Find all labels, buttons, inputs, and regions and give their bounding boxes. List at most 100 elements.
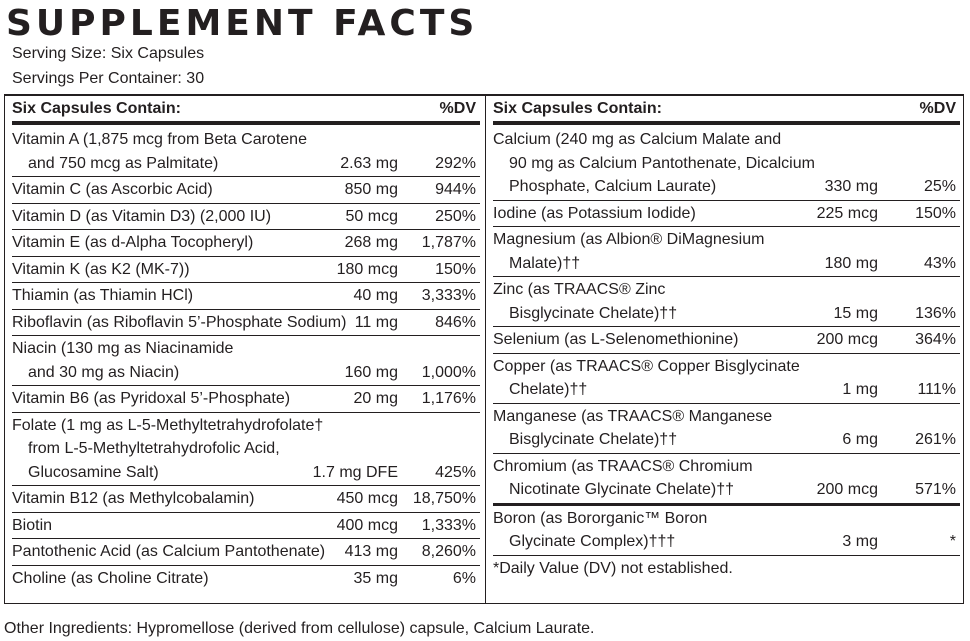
- nutrient-dv: 1,176%: [421, 390, 476, 407]
- nutrient-row: Iodine (as Potassium Iodide) 225 mcg 150%: [493, 201, 960, 227]
- nutrient-row: Thiamin (as Thiamin HCl) 40 mg 3,333%: [12, 283, 480, 310]
- left-header-label: Six Capsules Contain:: [12, 100, 181, 117]
- dv-footnote: *Daily Value (DV) not established.: [493, 559, 733, 577]
- nutrient-amount: 3 mg: [842, 533, 878, 550]
- nutrient-name-line: Glucosamine Salt): [28, 463, 159, 481]
- nutrient-dv: 8,260%: [421, 543, 476, 560]
- nutrient-dv: 3,333%: [421, 287, 476, 304]
- nutrient-amount: 1.7 mg DFE: [312, 463, 398, 481]
- nutrient-name-line: Magnesium (as Albion® DiMagnesium: [493, 231, 765, 248]
- nutrient-name-line: Calcium (240 mg as Calcium Malate and: [493, 131, 782, 148]
- nutrient-row: Magnesium (as Albion® DiMagnesium Malate)…: [493, 227, 960, 277]
- nutrient-amount: 15 mg: [833, 304, 878, 322]
- left-header-rule: [12, 121, 480, 125]
- nutrient-dv: 6%: [452, 569, 476, 587]
- nutrient-name-line: Chromium (as TRAACS® Chromium: [493, 457, 753, 475]
- nutrient-amount: 2.63 mg: [340, 154, 398, 172]
- left-rows: Vitamin A (1,875 mcg from Beta Carotene a…: [12, 127, 480, 591]
- nutrient-row: Boron (as Bororganic™ Boron Glycinate Com…: [493, 506, 960, 556]
- nutrient-row: Vitamin C (as Ascorbic Acid) 850 mg 944%: [12, 177, 480, 204]
- nutrient-name-line: and 30 mg as Niacin): [28, 363, 180, 381]
- nutrient-amount: 40 mg: [353, 287, 398, 304]
- nutrient-amount: 180 mcg: [336, 260, 398, 278]
- nutrient-amount: 200 mcg: [816, 331, 878, 348]
- nutrient-amount: 200 mcg: [816, 481, 878, 498]
- nutrient-name-line: 90 mg as Calcium Pantothenate, Dicalcium: [509, 154, 815, 172]
- nutrient-name-line: Vitamin B12 (as Methylcobalamin): [12, 490, 255, 507]
- nutrient-amount: 413 mg: [344, 543, 398, 560]
- nutrient-dv: 261%: [915, 431, 956, 448]
- nutrient-name-line: Niacin (130 mg as Niacinamide: [12, 340, 234, 357]
- nutrient-dv: 1,333%: [421, 516, 476, 534]
- nutrient-row: Vitamin E (as d-Alpha Tocopheryl) 268 mg 1…: [12, 230, 480, 257]
- nutrient-row: Vitamin K (as K2 (MK-7)) 180 mcg 150%: [12, 257, 480, 283]
- serving-size: Serving Size: Six Capsules: [12, 45, 205, 62]
- nutrient-dv: 111%: [917, 381, 956, 398]
- nutrient-name-line: Vitamin K (as K2 (MK-7)): [12, 260, 190, 278]
- nutrient-amount: 400 mcg: [336, 516, 398, 534]
- nutrient-amount: 330 mg: [824, 178, 878, 195]
- column-divider: [485, 94, 486, 604]
- nutrient-row: Zinc (as TRAACS® Zinc Bisglycinate Chelat…: [493, 277, 960, 327]
- nutrient-row: Vitamin D (as Vitamin D3) (2,000 IU) 50 m…: [12, 204, 480, 230]
- nutrient-amount: 160 mg: [344, 363, 398, 381]
- nutrient-name-line: Riboflavin (as Riboflavin 5’-Phosphate S…: [12, 313, 347, 331]
- nutrient-name-line: Vitamin B6 (as Pyridoxal 5’-Phosphate): [12, 390, 291, 407]
- nutrient-dv: 364%: [915, 331, 956, 348]
- nutrient-row: Selenium (as L-Selenomethionine) 200 mcg 3…: [493, 327, 960, 354]
- nutrient-row: Riboflavin (as Riboflavin 5’-Phosphate S…: [12, 310, 480, 336]
- nutrient-dv: 944%: [435, 181, 476, 198]
- panel-title: SUPPLEMENT FACTS: [6, 3, 479, 44]
- nutrient-name-line: Chelate)††: [509, 381, 588, 398]
- nutrient-dv: *: [949, 533, 956, 550]
- nutrient-row: Vitamin B6 (as Pyridoxal 5’-Phosphate) 20…: [12, 386, 480, 413]
- nutrient-amount: 850 mg: [344, 181, 398, 198]
- nutrient-dv: 43%: [923, 254, 956, 272]
- nutrient-amount: 225 mcg: [816, 204, 878, 222]
- nutrient-amount: 180 mg: [824, 254, 878, 272]
- nutrient-name-line: and 750 mcg as Palmitate): [28, 154, 219, 172]
- nutrient-amount: 450 mcg: [336, 490, 398, 507]
- left-dv-header: %DV: [439, 100, 476, 117]
- nutrient-name-line: Vitamin A (1,875 mcg from Beta Carotene: [12, 131, 307, 148]
- nutrient-name-line: Selenium (as L-Selenomethionine): [493, 331, 739, 348]
- nutrient-dv: 846%: [435, 313, 476, 331]
- nutrient-amount: 6 mg: [842, 431, 878, 448]
- nutrient-name-line: Glycinate Complex)†††: [509, 533, 676, 550]
- nutrient-amount: 268 mg: [344, 234, 398, 251]
- nutrient-name-line: Choline (as Choline Citrate): [12, 569, 209, 587]
- nutrient-name-line: Phosphate, Calcium Laurate): [509, 178, 717, 195]
- nutrient-row: Vitamin B12 (as Methylcobalamin) 450 mcg 1…: [12, 486, 480, 513]
- nutrient-name-line: Thiamin (as Thiamin HCl): [12, 287, 194, 304]
- nutrient-amount: 1 mg: [842, 381, 878, 398]
- nutrient-name-line: Pantothenic Acid (as Calcium Pantothenat…: [12, 543, 326, 560]
- nutrient-name-line: Folate (1 mg as L-5-Methyltetrahydrofola…: [12, 416, 324, 434]
- nutrient-dv: 18,750%: [412, 490, 476, 507]
- nutrient-dv: 150%: [435, 260, 476, 278]
- right-rows: Calcium (240 mg as Calcium Malate and 90 …: [493, 127, 960, 580]
- nutrient-row: Niacin (130 mg as Niacinamide and 30 mg a…: [12, 336, 480, 386]
- nutrient-amount: 35 mg: [353, 569, 398, 587]
- nutrient-name-line: Vitamin E (as d-Alpha Tocopheryl): [12, 234, 254, 251]
- nutrient-row: Calcium (240 mg as Calcium Malate and 90 …: [493, 127, 960, 201]
- left-column-header: Six Capsules Contain: %DV: [12, 96, 480, 125]
- nutrient-name-line: Bisglycinate Chelate)††: [509, 431, 678, 448]
- nutrient-name-line: Biotin: [12, 516, 53, 534]
- nutrient-row: Pantothenic Acid (as Calcium Pantothenat…: [12, 539, 480, 566]
- nutrient-name-line: Malate)††: [509, 254, 581, 272]
- nutrient-row: Copper (as TRAACS® Copper Bisglycinate Ch…: [493, 354, 960, 404]
- nutrient-name-line: Manganese (as TRAACS® Manganese: [493, 407, 773, 425]
- nutrient-name-line: Iodine (as Potassium Iodide): [493, 204, 696, 222]
- other-ingredients: Other Ingredients: Hypromellose (derived…: [4, 620, 595, 637]
- nutrient-name-line: from L-5-Methyltetrahydrofolic Acid,: [28, 440, 280, 457]
- nutrient-dv: 150%: [915, 204, 956, 222]
- nutrient-amount: 20 mg: [353, 390, 398, 407]
- nutrient-name-line: Vitamin C (as Ascorbic Acid): [12, 181, 213, 198]
- nutrient-dv: 250%: [435, 207, 476, 225]
- nutrient-dv: 25%: [923, 178, 956, 195]
- nutrient-dv: 571%: [915, 481, 956, 498]
- nutrient-dv: 1,000%: [421, 363, 476, 381]
- nutrient-name-line: Copper (as TRAACS® Copper Bisglycinate: [493, 357, 800, 375]
- nutrient-row: Biotin 400 mcg 1,333%: [12, 513, 480, 539]
- nutrient-row: Vitamin A (1,875 mcg from Beta Carotene a…: [12, 127, 480, 177]
